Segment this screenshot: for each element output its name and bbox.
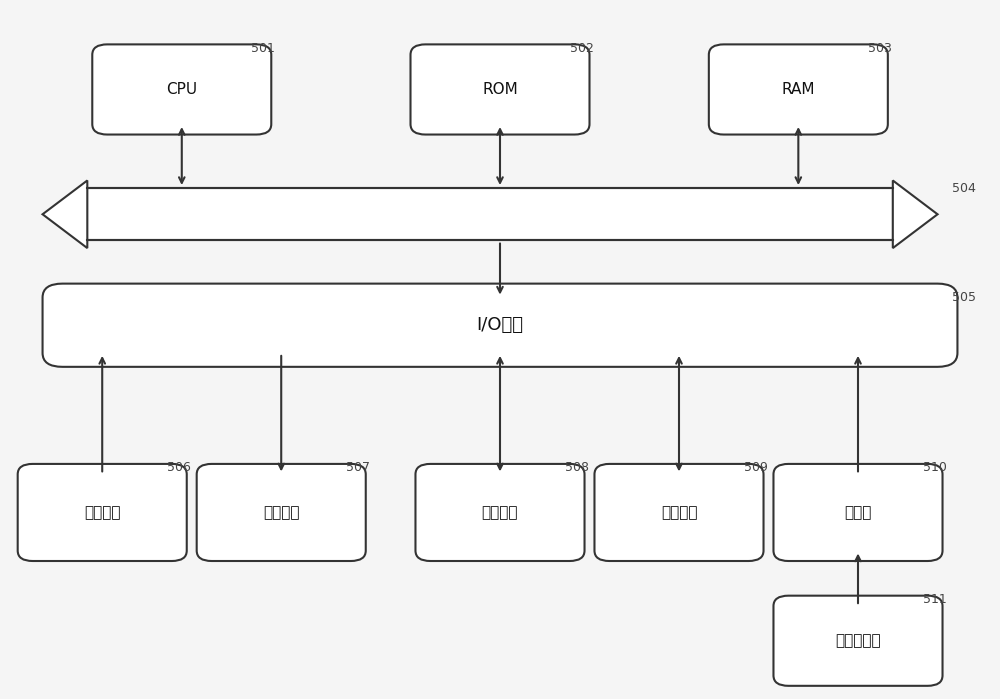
- Polygon shape: [43, 180, 87, 248]
- FancyBboxPatch shape: [18, 464, 187, 561]
- Text: 可拆卸介质: 可拆卸介质: [835, 633, 881, 648]
- Text: ROM: ROM: [482, 82, 518, 97]
- FancyBboxPatch shape: [709, 44, 888, 134]
- Text: 510: 510: [923, 461, 947, 475]
- FancyBboxPatch shape: [43, 284, 957, 367]
- FancyBboxPatch shape: [594, 464, 764, 561]
- Text: 507: 507: [346, 461, 370, 475]
- FancyBboxPatch shape: [773, 464, 943, 561]
- Text: 通信部分: 通信部分: [661, 505, 697, 520]
- Text: 509: 509: [744, 461, 768, 475]
- Text: 502: 502: [570, 42, 593, 55]
- FancyBboxPatch shape: [92, 44, 271, 134]
- Text: CPU: CPU: [166, 82, 197, 97]
- Text: 存储部分: 存储部分: [482, 505, 518, 520]
- Text: 504: 504: [952, 182, 976, 195]
- Polygon shape: [893, 180, 938, 248]
- FancyBboxPatch shape: [197, 464, 366, 561]
- FancyBboxPatch shape: [415, 464, 585, 561]
- Text: 501: 501: [251, 42, 275, 55]
- Text: 508: 508: [565, 461, 589, 475]
- Text: RAM: RAM: [782, 82, 815, 97]
- FancyBboxPatch shape: [773, 596, 943, 686]
- Text: 输入部分: 输入部分: [84, 505, 120, 520]
- Text: 驱动器: 驱动器: [844, 505, 872, 520]
- Text: 503: 503: [868, 42, 892, 55]
- Text: 输出部分: 输出部分: [263, 505, 299, 520]
- Text: 511: 511: [923, 593, 946, 606]
- Polygon shape: [87, 188, 893, 240]
- FancyBboxPatch shape: [411, 44, 590, 134]
- Text: 506: 506: [167, 461, 191, 475]
- Text: 505: 505: [952, 291, 976, 305]
- Text: I/O接口: I/O接口: [477, 316, 524, 334]
